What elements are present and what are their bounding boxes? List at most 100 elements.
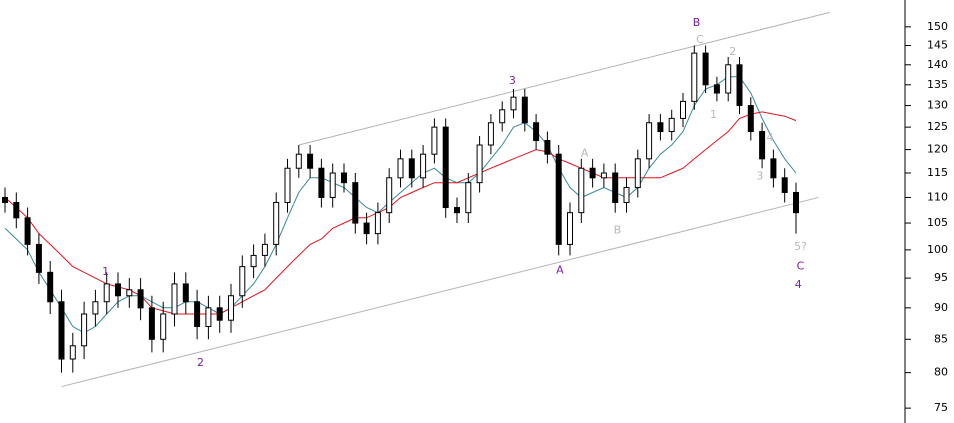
candle-body	[205, 307, 212, 327]
wave-label: 1	[102, 265, 109, 278]
candle-body	[374, 212, 381, 235]
candle-body	[397, 158, 404, 179]
candle-body	[691, 52, 698, 102]
candle-body	[736, 64, 743, 107]
candle-body	[171, 283, 178, 315]
candle-body	[352, 182, 359, 224]
candle-body	[567, 212, 573, 245]
candle-body	[668, 117, 675, 133]
y-tick-label: 140	[927, 58, 948, 71]
y-tick-label: 110	[927, 190, 948, 203]
y-tick-label: 90	[934, 301, 948, 314]
wave-label: 4	[795, 278, 802, 291]
wave-label: 5?	[794, 240, 807, 253]
candle-body	[216, 307, 223, 321]
wave-label: 3	[756, 169, 763, 182]
y-tick-label: 95	[934, 271, 948, 284]
candle-body	[386, 177, 393, 214]
candle-body	[284, 167, 291, 203]
candle-body	[725, 64, 732, 94]
candle-body	[476, 144, 483, 184]
candle-body	[194, 301, 201, 327]
y-tick-label: 100	[927, 243, 948, 256]
wave-label: B	[693, 16, 701, 29]
candle-body	[341, 172, 347, 184]
candle-body	[612, 172, 619, 203]
candle-body	[13, 201, 20, 219]
candle-body	[623, 187, 630, 203]
candle-body	[657, 122, 664, 133]
candle-body	[329, 172, 336, 198]
candle-body	[239, 266, 246, 297]
candle-body	[544, 139, 551, 155]
wave-label: 3	[509, 74, 516, 87]
candle-body	[420, 153, 427, 179]
candle-body	[578, 167, 585, 214]
y-tick-label: 75	[934, 401, 948, 414]
candle-body	[250, 254, 257, 268]
wave-label: 1	[710, 108, 717, 121]
candle-body	[510, 96, 517, 111]
candle-body	[646, 122, 653, 160]
y-tick-label: 150	[927, 20, 948, 33]
candle-body	[103, 283, 110, 303]
candle-body	[363, 222, 370, 235]
candle-body	[137, 289, 144, 309]
candle-body	[228, 295, 234, 321]
wave-label: A	[556, 264, 564, 277]
candle-body	[160, 313, 167, 340]
y-tick-label: 145	[927, 38, 948, 51]
candle-body	[555, 153, 562, 245]
candle-body	[600, 172, 607, 179]
candle-body	[521, 96, 528, 124]
candle-body	[499, 109, 506, 124]
candle-body	[58, 301, 65, 360]
candle-body	[69, 345, 76, 360]
candle-body	[47, 271, 54, 303]
candle-body	[465, 182, 472, 214]
wave-label: B	[614, 223, 622, 236]
candle-body	[454, 207, 460, 214]
candle-body	[2, 196, 8, 203]
candle-body	[126, 289, 133, 297]
candle-body	[24, 217, 31, 245]
candle-body	[92, 301, 99, 315]
candle-body	[759, 131, 766, 160]
candle-body	[115, 283, 121, 297]
candle-body	[781, 177, 788, 193]
candle-body	[295, 153, 302, 169]
candle-body	[634, 158, 641, 189]
moving-average-line	[4, 76, 797, 334]
candle-body	[793, 191, 799, 214]
candle-body	[589, 167, 596, 179]
y-tick-label: 105	[927, 216, 948, 229]
y-tick-label: 85	[934, 332, 948, 345]
y-tick-label: 135	[927, 78, 948, 91]
candle-body	[182, 283, 189, 303]
wave-label: 4	[767, 131, 774, 144]
candle-body	[148, 307, 155, 340]
candle-body	[35, 243, 42, 273]
candle-body	[713, 84, 720, 94]
candle-body	[81, 313, 88, 347]
y-tick-label: 125	[927, 120, 948, 133]
wave-label: C	[797, 260, 805, 273]
candle-body	[318, 167, 325, 198]
channel-line	[61, 196, 819, 388]
candle-body	[261, 243, 268, 256]
y-tick-label: 120	[927, 143, 948, 156]
candle-body	[487, 122, 494, 146]
wave-label: 2	[197, 356, 204, 369]
moving-average-line	[4, 111, 797, 315]
candle-body	[307, 153, 314, 169]
candle-body	[702, 52, 709, 86]
candle-body	[273, 201, 280, 245]
y-tick-label: 130	[927, 99, 948, 112]
candle-body	[770, 158, 777, 179]
candle-body	[533, 122, 540, 141]
candle-body	[747, 105, 754, 133]
wave-label: 2	[729, 45, 736, 58]
wave-label: A	[581, 146, 589, 159]
